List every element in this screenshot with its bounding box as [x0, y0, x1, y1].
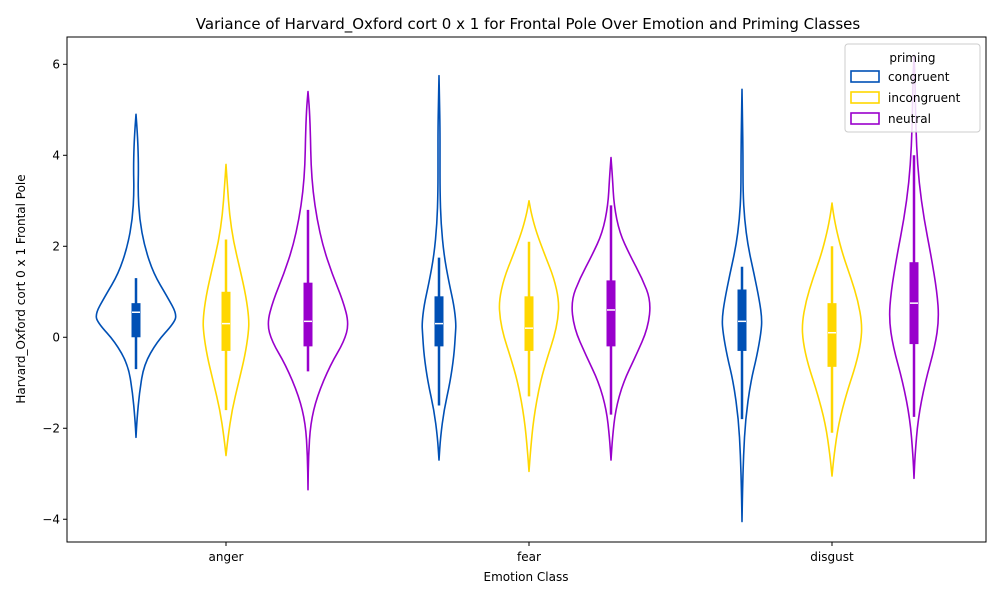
iqr-box-congruent-anger: [131, 303, 141, 338]
iqr-box-congruent-disgust: [737, 289, 747, 351]
x-axis: anger fear disgust: [209, 542, 854, 564]
chart-title: Variance of Harvard_Oxford cort 0 x 1 fo…: [196, 15, 861, 34]
legend-swatch-neutral: [850, 112, 880, 125]
iqr-box-neutral-anger: [303, 282, 313, 347]
y-tick-label: 6: [52, 57, 60, 71]
x-tick-label: anger: [209, 550, 244, 564]
x-tick-label: fear: [517, 550, 541, 564]
iqr-box-incongruent-fear: [524, 296, 534, 351]
legend-label-incongruent: incongruent: [888, 91, 961, 105]
violin-congruent-anger: [95, 113, 177, 439]
legend-swatch-incongruent: [850, 91, 880, 104]
legend-box: [844, 43, 981, 133]
violin-congruent-disgust: [721, 88, 763, 523]
iqr-box-congruent-fear: [434, 296, 444, 347]
legend-label-congruent: congruent: [888, 70, 950, 84]
y-axis-label: Harvard_Oxford cort 0 x 1 Frontal Pole: [14, 174, 28, 403]
violin-incongruent-fear: [498, 199, 560, 473]
iqr-box-incongruent-anger: [221, 291, 231, 351]
y-tick-label: 0: [52, 330, 60, 344]
y-tick-label: −2: [42, 421, 60, 435]
legend-swatch-congruent: [850, 70, 880, 83]
iqr-box-neutral-fear: [606, 280, 616, 347]
x-tick-label: disgust: [810, 550, 854, 564]
violin-neutral-fear: [571, 156, 651, 461]
violin-congruent-fear: [421, 74, 457, 461]
iqr-box-incongruent-disgust: [827, 303, 837, 367]
legend-title: priming: [889, 51, 935, 65]
violin-incongruent-disgust: [801, 202, 863, 477]
violin-neutral-anger: [267, 90, 349, 491]
violin-incongruent-anger: [202, 163, 250, 457]
y-tick-label: 4: [52, 148, 60, 162]
plot-frame: [66, 36, 987, 543]
y-axis: −4 −2 0 2 4 6: [42, 57, 67, 526]
y-tick-label: −4: [42, 512, 60, 526]
legend-label-neutral: neutral: [888, 112, 931, 126]
x-axis-label: Emotion Class: [484, 570, 569, 584]
y-tick-label: 2: [52, 239, 60, 253]
legend: priming congruent incongruent neutral: [844, 43, 981, 133]
